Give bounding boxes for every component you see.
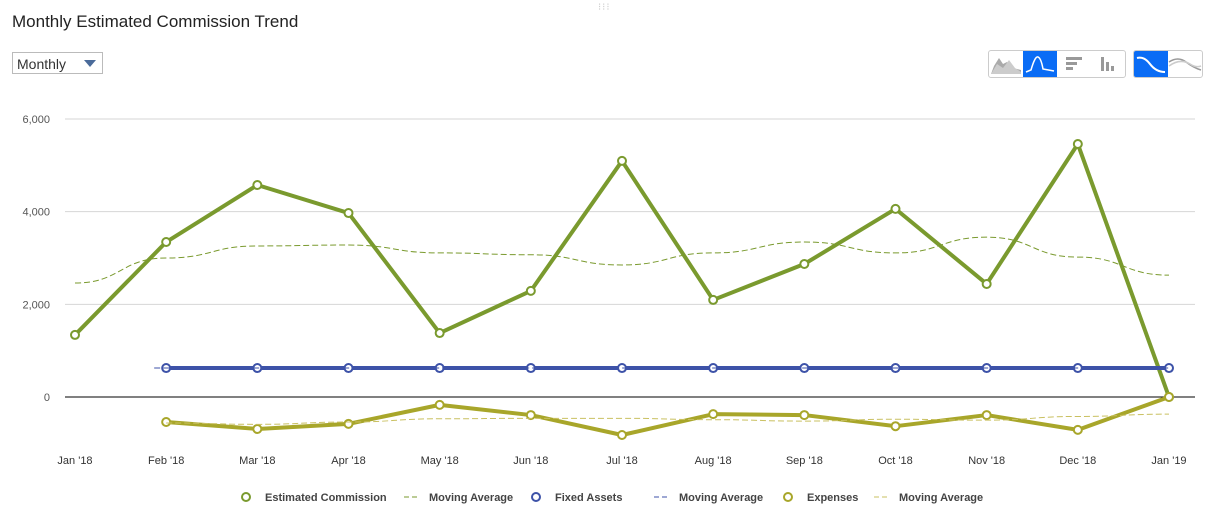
legend-marker [241, 492, 251, 502]
data-point[interactable] [708, 294, 719, 305]
y-tick-label: 6,000 [22, 114, 50, 126]
legend-label: Moving Average [899, 492, 983, 504]
smooth-curve-button[interactable] [1134, 51, 1168, 77]
horizontal-bar-icon [1066, 57, 1082, 70]
chart-title: Monthly Estimated Commission Trend [12, 12, 299, 31]
legend-marker [783, 492, 793, 502]
area-chart-icon [991, 58, 1021, 74]
x-tick-label: Jul '18 [606, 455, 637, 467]
moving-average-line [166, 413, 1170, 425]
drag-handle-icon[interactable]: ⁝⁝⁝ [598, 2, 611, 13]
x-tick-label: Jan '19 [1151, 455, 1186, 467]
legend-item[interactable]: Moving Average [654, 492, 763, 504]
period-select[interactable]: Monthly [12, 52, 103, 74]
line-chart-icon [1025, 56, 1055, 73]
data-point[interactable] [1072, 139, 1083, 150]
line-chart-button[interactable] [1023, 51, 1057, 77]
data-point[interactable] [343, 418, 354, 429]
data-point[interactable] [617, 363, 627, 374]
data-point[interactable] [525, 363, 536, 374]
data-point[interactable] [161, 237, 172, 248]
data-point[interactable] [981, 410, 992, 421]
data-point[interactable] [799, 259, 810, 270]
data-point[interactable] [708, 409, 719, 420]
x-tick-label: May '18 [421, 455, 459, 467]
data-point[interactable] [161, 363, 172, 374]
horizontal-bar-button[interactable] [1057, 51, 1091, 77]
moving-average-line [74, 236, 1170, 284]
data-point[interactable] [890, 421, 901, 432]
data-point[interactable] [434, 328, 445, 339]
data-point[interactable] [161, 417, 172, 428]
data-point[interactable] [981, 278, 992, 289]
legend-item[interactable]: Moving Average [874, 492, 983, 504]
y-tick-label: 2,000 [22, 299, 50, 311]
data-point[interactable] [708, 363, 719, 374]
x-tick-label: Jun '18 [513, 455, 548, 467]
multi-curve-button[interactable] [1168, 51, 1202, 77]
period-select-value: Monthly [17, 56, 67, 72]
data-point[interactable] [1164, 363, 1174, 374]
legend-label: Moving Average [679, 492, 763, 504]
multi-curve-icon [1168, 58, 1202, 71]
x-tick-label: Jan '18 [57, 455, 92, 467]
legend-label: Fixed Assets [555, 492, 622, 504]
legend-marker [531, 492, 541, 502]
area-chart-button[interactable] [989, 51, 1023, 77]
data-point[interactable] [890, 363, 901, 374]
legend-label: Moving Average [429, 492, 513, 504]
data-point[interactable] [252, 363, 263, 374]
x-tick-label: Apr '18 [331, 455, 366, 467]
legend-item[interactable]: Expenses [783, 492, 858, 504]
data-point[interactable] [343, 208, 354, 219]
curve-type-toggle [1133, 50, 1203, 78]
chevron-down-icon [84, 60, 96, 67]
data-point[interactable] [890, 203, 901, 214]
data-point[interactable] [799, 363, 810, 374]
data-point[interactable] [70, 329, 80, 340]
x-tick-label: Dec '18 [1059, 455, 1096, 467]
data-point[interactable] [343, 363, 354, 374]
data-point[interactable] [1072, 363, 1083, 374]
data-point[interactable] [799, 410, 810, 421]
series-line [73, 142, 1171, 398]
x-tick-label: Feb '18 [148, 455, 184, 467]
chart-type-toggle [988, 50, 1126, 78]
data-point[interactable] [1164, 392, 1174, 402]
smooth-curve-icon [1136, 56, 1166, 73]
series-line [166, 395, 1170, 437]
data-point[interactable] [525, 285, 536, 296]
legend-item[interactable]: Estimated Commission [241, 492, 387, 504]
data-point[interactable] [981, 363, 992, 374]
data-point[interactable] [434, 399, 445, 410]
legend-item[interactable]: Moving Average [404, 492, 513, 504]
legend-label: Expenses [807, 492, 858, 504]
y-tick-label: 0 [44, 392, 50, 404]
legend-item[interactable]: Fixed Assets [531, 492, 622, 504]
data-point[interactable] [252, 423, 263, 434]
x-tick-label: Nov '18 [968, 455, 1005, 467]
vertical-bar-icon [1101, 57, 1114, 71]
x-tick-label: Aug '18 [695, 455, 732, 467]
x-tick-label: Mar '18 [239, 455, 275, 467]
data-point[interactable] [1072, 424, 1083, 435]
legend-label: Estimated Commission [265, 492, 387, 504]
y-tick-label: 4,000 [22, 207, 50, 219]
x-tick-label: Sep '18 [786, 455, 823, 467]
data-point[interactable] [617, 155, 627, 166]
data-point[interactable] [434, 363, 445, 374]
data-point[interactable] [617, 429, 627, 440]
data-point[interactable] [252, 180, 263, 191]
vertical-bar-button[interactable] [1091, 51, 1125, 77]
data-point[interactable] [525, 410, 536, 421]
x-tick-label: Oct '18 [878, 455, 913, 467]
data-point[interactable] [1164, 392, 1174, 402]
